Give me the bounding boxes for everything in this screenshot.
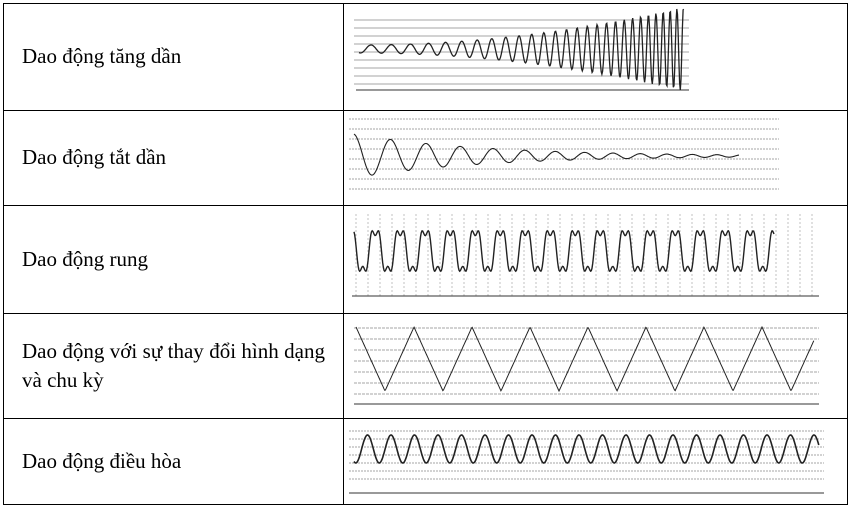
row-label: Dao động với sự thay đổi hình dạng và ch… [4, 314, 344, 419]
waveform [354, 134, 739, 175]
waveform [354, 231, 774, 271]
wave-image [344, 419, 847, 504]
wave-image [344, 4, 847, 110]
wave-image [344, 314, 847, 418]
row-label: Dao động rung [4, 206, 344, 314]
waveform [359, 9, 684, 90]
oscillation-table: Dao động tăng dần Dao động tắt dần Dao đ… [3, 3, 848, 505]
row-label: Dao động tắt dần [4, 111, 344, 206]
waveform [356, 327, 814, 391]
row-label: Dao động điều hòa [4, 419, 344, 505]
wave-image [344, 206, 847, 313]
wave-image [344, 111, 847, 205]
row-label: Dao động tăng dần [4, 4, 344, 111]
